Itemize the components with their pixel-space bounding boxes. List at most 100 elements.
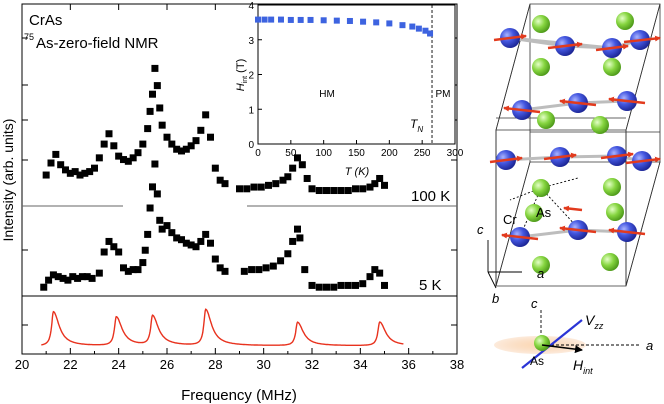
- data-point: [54, 273, 62, 281]
- data-point: [216, 176, 224, 184]
- data-point: [381, 181, 388, 189]
- as-atom: [601, 253, 619, 271]
- data-point: [298, 161, 306, 169]
- data-point: [352, 185, 359, 193]
- magnetic-moments: [489, 33, 661, 241]
- data-point: [158, 225, 166, 233]
- as-atom: [525, 204, 543, 222]
- inset-x-tick-label: 300: [447, 148, 464, 159]
- data-point: [192, 243, 200, 251]
- inset-y-tick-label: 0: [248, 140, 254, 151]
- data-point: [110, 142, 118, 150]
- inset-data-point: [268, 16, 275, 23]
- inset-data-point: [287, 16, 294, 23]
- data-point: [323, 283, 330, 291]
- data-point: [337, 281, 345, 289]
- data-point: [120, 156, 127, 164]
- data-point: [315, 187, 323, 195]
- data-point: [100, 248, 108, 256]
- chart-title: CrAs: [29, 12, 62, 29]
- data-point: [110, 243, 118, 251]
- data-point: [255, 266, 263, 274]
- data-point: [153, 82, 161, 90]
- data-point: [207, 239, 214, 247]
- as-atom: [532, 256, 550, 274]
- data-point: [86, 168, 94, 176]
- region-label-hm: HM: [319, 89, 335, 100]
- data-point: [303, 174, 311, 182]
- axis-label-c: c: [477, 222, 484, 237]
- data-point: [381, 281, 388, 289]
- data-point: [366, 183, 374, 191]
- data-point: [149, 183, 156, 191]
- data-point: [95, 154, 103, 162]
- crystal-axes: [487, 240, 522, 289]
- data-point: [49, 271, 57, 279]
- data-point: [182, 145, 190, 153]
- data-point: [153, 190, 161, 198]
- inset-data-point: [415, 25, 422, 32]
- x-tick-label: 20: [15, 357, 29, 372]
- inset-plot: 0 50 100 150 200 250 300 0 1 2 3 4 HM PM TN T (K) H…: [235, 1, 464, 178]
- data-point: [289, 237, 297, 245]
- data-point: [59, 274, 67, 282]
- data-point: [105, 237, 113, 245]
- inset-y-tick-label: 4: [248, 1, 254, 12]
- inset-data-point: [399, 22, 406, 29]
- data-point: [243, 185, 251, 193]
- x-tick-label: 34: [353, 357, 367, 372]
- inset-data-point: [307, 16, 314, 23]
- data-point: [134, 149, 142, 157]
- efg-label-hint: Hint: [573, 357, 593, 376]
- data-point: [74, 274, 82, 282]
- data-point: [289, 164, 297, 172]
- data-point: [308, 185, 316, 193]
- as-atom: [603, 178, 621, 196]
- data-point: [371, 266, 379, 274]
- as-atom-efg: [534, 335, 550, 351]
- inset-x-tick-label: 150: [348, 148, 365, 159]
- data-point: [163, 222, 171, 230]
- data-point: [42, 171, 50, 179]
- as-atoms: [525, 12, 634, 274]
- cr-atoms: [496, 28, 652, 247]
- data-point: [115, 152, 123, 160]
- inset-y-tick-label: 2: [248, 71, 254, 82]
- data-point: [163, 133, 171, 141]
- data-point: [182, 239, 190, 247]
- data-point: [62, 166, 69, 174]
- data-point: [78, 273, 86, 281]
- data-point: [187, 142, 195, 150]
- inset-data-point: [255, 16, 261, 23]
- data-point: [88, 274, 96, 282]
- x-tick-label: 24: [111, 357, 125, 372]
- data-point: [192, 137, 200, 145]
- inset-x-tick-label: 100: [315, 148, 332, 159]
- data-point: [146, 204, 154, 212]
- data-point: [294, 154, 301, 162]
- data-point: [277, 257, 285, 265]
- data-point: [376, 269, 384, 277]
- x-tick-label: 26: [160, 357, 174, 372]
- data-point: [124, 157, 132, 165]
- data-point: [257, 183, 265, 191]
- cr-atom-label: Cr: [503, 212, 517, 227]
- data-point: [100, 140, 108, 148]
- data-point: [129, 266, 137, 274]
- inset-points: [255, 16, 434, 37]
- inset-frame: [257, 4, 456, 145]
- data-point: [187, 241, 195, 249]
- x-axis-label: Frequency (MHz): [181, 387, 297, 404]
- data-point: [359, 185, 367, 193]
- main-plot: 20 22 24 26 28 30 32 34 36 38 CrAs 75 As-zero-fie…: [0, 3, 464, 404]
- x-tick-label: 22: [63, 357, 77, 372]
- data-point: [284, 173, 292, 181]
- data-point: [265, 181, 272, 189]
- data-point: [134, 266, 142, 274]
- data-point: [296, 234, 304, 242]
- data-point: [376, 174, 384, 182]
- data-point: [323, 187, 330, 195]
- data-point: [221, 180, 229, 188]
- inset-x-tick-label: 200: [381, 148, 398, 159]
- data-point: [250, 183, 258, 191]
